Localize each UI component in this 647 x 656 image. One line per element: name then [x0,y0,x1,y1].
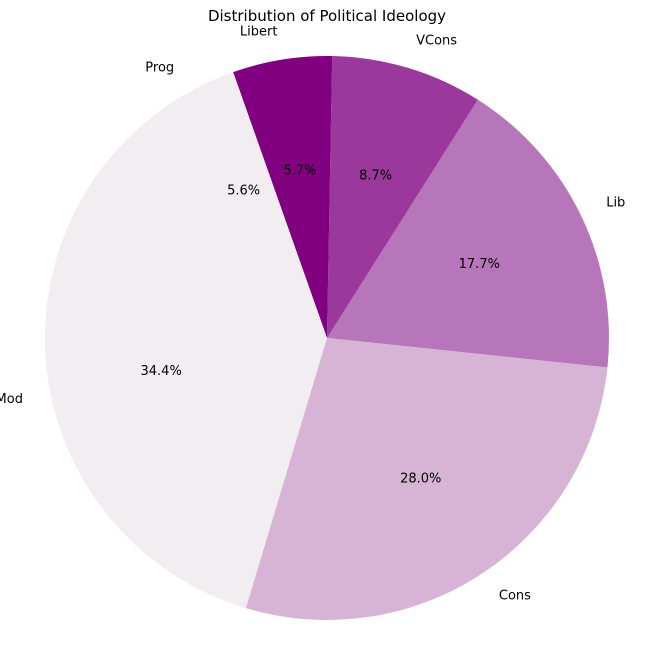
slice-label-libert: Libert [240,24,278,39]
slice-percent-lib: 17.7% [459,257,500,272]
slice-label-prog: Prog [145,61,174,76]
pie-slice-prog [147,72,327,338]
pie-slice-vcons [327,56,478,339]
slice-percent-cons: 28.0% [400,471,441,486]
chart-title: Distribution of Political Ideology [208,7,446,25]
pie-slice-mod [44,120,328,609]
slice-percent-vcons: 8.7% [359,168,392,183]
slice-percent-prog: 5.6% [227,183,260,198]
pie-slice-lib [327,99,610,368]
slice-label-vcons: VCons [416,33,457,48]
pie-slice-cons [245,338,608,620]
slice-label-cons: Cons [499,589,531,604]
pie-slices [44,56,610,620]
pie-slice-libert [233,56,333,338]
slice-percent-libert: 5.7% [283,163,316,178]
slice-label-mod: Mod [0,392,23,407]
pie-labels: Lib 17.7% VCons 8.7% Libert 5.7% Prog 5.6% Mod 34… [0,24,625,603]
slice-label-lib: Lib [606,195,625,210]
slice-percent-mod: 34.4% [141,364,182,379]
